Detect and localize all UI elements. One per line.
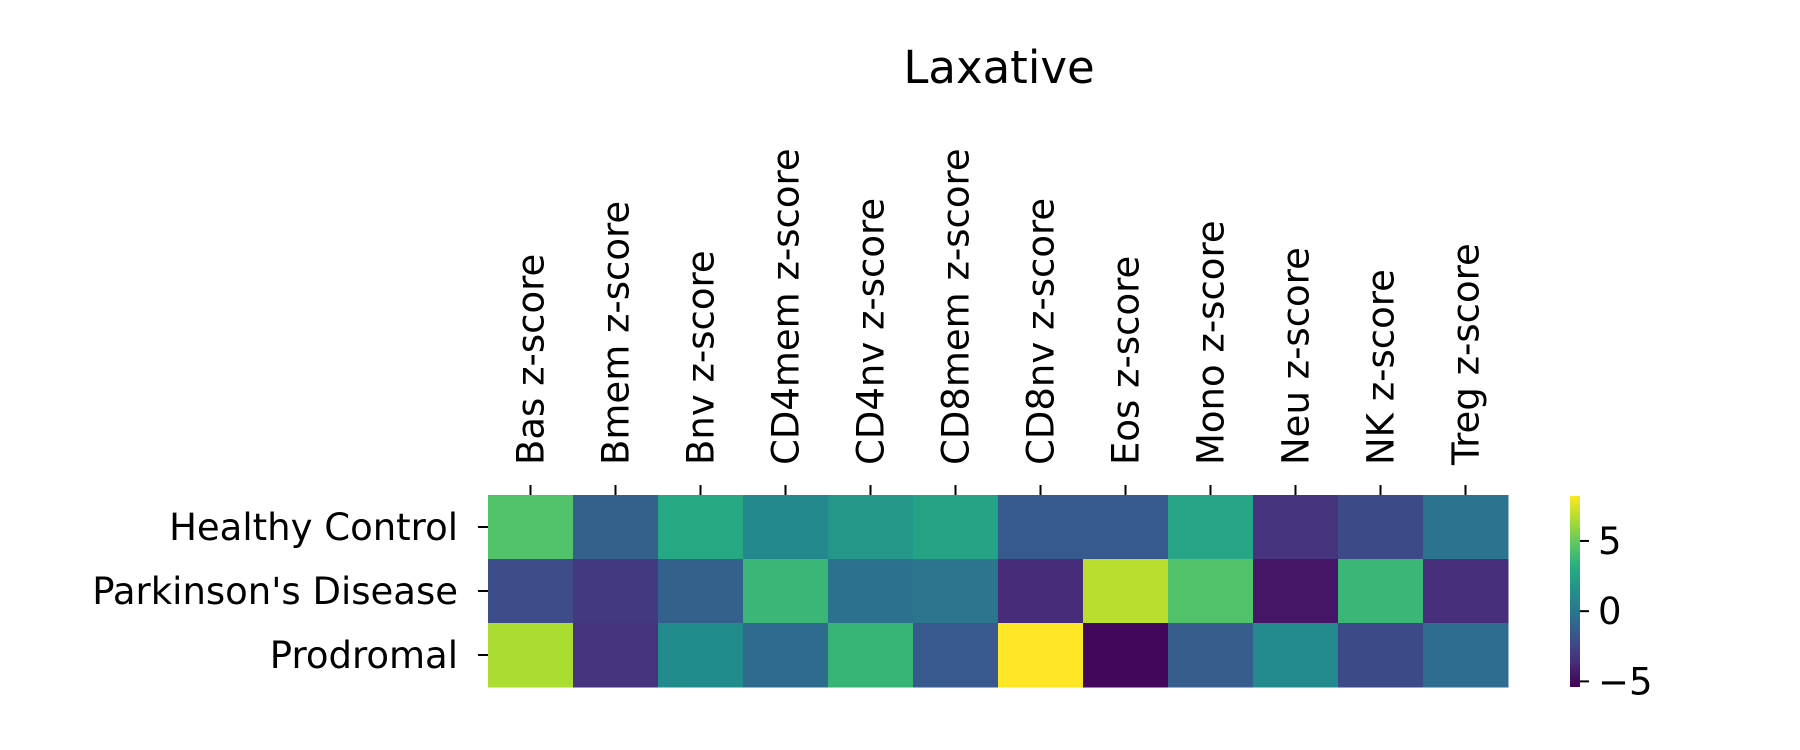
column-label: Bas z-score xyxy=(510,254,553,465)
column-label: NK z-score xyxy=(1360,269,1403,465)
column-ticks: Bas z-score Bmem z-score Bnv z-score CD4mem… xyxy=(510,148,1488,495)
heatmap-cell xyxy=(1423,559,1509,624)
heatmap-cell xyxy=(1168,495,1254,560)
column-label: Neu z-score xyxy=(1275,247,1318,465)
heatmap-cell xyxy=(743,559,829,624)
heatmap-cell xyxy=(1423,623,1509,688)
colorbar: 5 0 −5 xyxy=(1570,496,1653,703)
heatmap-cell xyxy=(913,495,999,560)
heatmap-cell xyxy=(1338,623,1424,688)
heatmap-cell xyxy=(828,559,914,624)
heatmap-cell xyxy=(1168,559,1254,624)
chart-title: Laxative xyxy=(903,41,1094,94)
colorbar-gradient xyxy=(1570,496,1580,687)
heatmap-cell xyxy=(1253,559,1339,624)
heatmap-cell xyxy=(998,559,1084,624)
heatmap-cell xyxy=(488,495,574,560)
row-label: Healthy Control xyxy=(169,506,458,549)
heatmap-cell xyxy=(743,495,829,560)
colorbar-tick-label: 0 xyxy=(1598,590,1622,633)
column-label: CD4nv z-score xyxy=(850,198,893,465)
column-label: Eos z-score xyxy=(1105,256,1148,465)
heatmap-cell xyxy=(828,495,914,560)
row-ticks: Healthy Control Parkinson's Disease Prodro… xyxy=(92,506,488,677)
heatmap-cell xyxy=(488,623,574,688)
column-label: CD8nv z-score xyxy=(1020,198,1063,465)
heatmap-cell xyxy=(743,623,829,688)
heatmap-cell xyxy=(1423,495,1509,560)
heatmap-cell xyxy=(658,623,744,688)
heatmap-cell xyxy=(488,559,574,624)
heatmap-cell xyxy=(998,623,1084,688)
heatmap-cell xyxy=(573,559,659,624)
heatmap-cell xyxy=(658,559,744,624)
heatmap-cell xyxy=(1083,495,1169,560)
heatmap-cell xyxy=(913,623,999,688)
column-label: Treg z-score xyxy=(1445,243,1488,466)
heatmap-cell xyxy=(828,623,914,688)
row-label: Parkinson's Disease xyxy=(92,570,458,613)
column-label: Bnv z-score xyxy=(680,250,723,465)
colorbar-tick-label: 5 xyxy=(1598,520,1622,563)
heatmap-cells xyxy=(488,495,1509,688)
heatmap-cell xyxy=(573,623,659,688)
column-label: Mono z-score xyxy=(1190,220,1233,465)
column-label: CD8mem z-score xyxy=(935,148,978,465)
heatmap-cell xyxy=(1083,623,1169,688)
heatmap-cell xyxy=(573,495,659,560)
heatmap-cell xyxy=(1083,559,1169,624)
column-label: Bmem z-score xyxy=(595,201,638,465)
heatmap-cell xyxy=(658,495,744,560)
heatmap-cell xyxy=(1253,623,1339,688)
heatmap-cell xyxy=(1253,495,1339,560)
heatmap-cell xyxy=(1168,623,1254,688)
heatmap-cell xyxy=(1338,559,1424,624)
heatmap-cell xyxy=(913,559,999,624)
row-label: Prodromal xyxy=(270,634,458,677)
heatmap-cell xyxy=(998,495,1084,560)
column-label: CD4mem z-score xyxy=(765,148,808,465)
heatmap-cell xyxy=(1338,495,1424,560)
colorbar-tick-label: −5 xyxy=(1598,660,1653,703)
